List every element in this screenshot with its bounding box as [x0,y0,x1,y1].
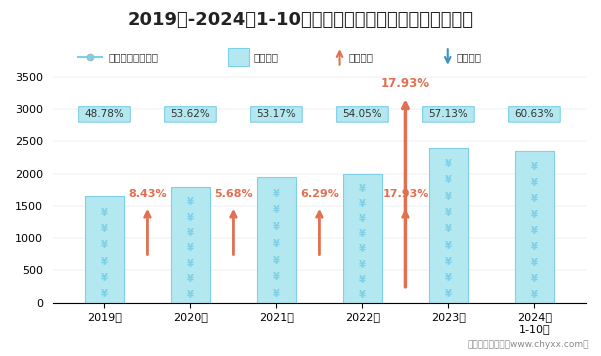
Text: ¥: ¥ [531,242,538,252]
Text: ¥: ¥ [273,272,280,282]
Bar [257,177,296,303]
Text: ¥: ¥ [187,290,194,300]
FancyBboxPatch shape [508,107,560,122]
Text: ¥: ¥ [187,244,194,253]
Text: ¥: ¥ [359,214,366,224]
Text: 累计保费（亿元）: 累计保费（亿元） [108,52,158,62]
Text: ¥: ¥ [359,290,366,300]
FancyBboxPatch shape [423,107,474,122]
Text: ¥: ¥ [359,199,366,209]
Text: ¥: ¥ [359,260,366,269]
Text: ¥: ¥ [445,208,452,218]
Text: 17.93%: 17.93% [382,189,429,199]
Text: 5.68%: 5.68% [214,189,253,199]
Text: ¥: ¥ [101,289,108,299]
FancyBboxPatch shape [165,107,216,122]
Text: ¥: ¥ [445,289,452,299]
Text: ¥: ¥ [187,274,194,284]
Text: 17.93%: 17.93% [381,77,430,90]
Text: ¥: ¥ [359,275,366,285]
Text: ¥: ¥ [273,189,280,199]
Text: 同比减少: 同比减少 [457,52,482,62]
Text: ¥: ¥ [445,257,452,267]
Text: ¥: ¥ [273,256,280,266]
Text: 8.43%: 8.43% [128,189,166,199]
Text: 57.13%: 57.13% [429,109,468,119]
Text: 53.17%: 53.17% [257,109,296,119]
Text: ¥: ¥ [273,239,280,249]
Text: ¥: ¥ [359,184,366,194]
Text: ¥: ¥ [531,194,538,204]
Text: ¥: ¥ [359,229,366,239]
Text: ¥: ¥ [101,224,108,234]
Text: ¥: ¥ [273,289,280,299]
Text: 同比增加: 同比增加 [349,52,374,62]
Text: 寿险占比: 寿险占比 [254,52,279,62]
FancyBboxPatch shape [251,107,302,122]
Bar [171,187,210,303]
Bar [228,48,249,66]
Text: ¥: ¥ [531,226,538,236]
Text: ¥: ¥ [531,289,538,300]
Text: ¥: ¥ [101,240,108,250]
Text: ¥: ¥ [187,213,194,222]
Text: ¥: ¥ [445,224,452,234]
Text: ¥: ¥ [101,257,108,267]
Bar [515,151,554,303]
Text: 53.62%: 53.62% [171,109,210,119]
Text: ¥: ¥ [101,273,108,283]
FancyBboxPatch shape [337,107,388,122]
Text: ¥: ¥ [187,259,194,269]
Text: ¥: ¥ [531,274,538,284]
Text: ¥: ¥ [531,258,538,268]
Text: ¥: ¥ [445,241,452,251]
Bar [343,174,382,303]
Bar [429,148,468,303]
Text: ¥: ¥ [187,197,194,207]
Text: 54.05%: 54.05% [343,109,382,119]
Text: 制图：智研咨询（www.chyxx.com）: 制图：智研咨询（www.chyxx.com） [468,340,589,349]
Text: ¥: ¥ [445,273,452,283]
Text: ¥: ¥ [187,228,194,238]
Text: ¥: ¥ [445,192,452,202]
Text: 60.63%: 60.63% [514,109,554,119]
Bar [85,196,124,303]
Text: ¥: ¥ [273,222,280,232]
Text: ¥: ¥ [359,245,366,255]
FancyBboxPatch shape [79,107,130,122]
Text: 48.78%: 48.78% [85,109,124,119]
Text: ¥: ¥ [273,205,280,215]
Text: ¥: ¥ [531,162,538,172]
Text: 2019年-2024年1-10月上海市累计原保险保费收入统计图: 2019年-2024年1-10月上海市累计原保险保费收入统计图 [127,11,474,29]
Text: ¥: ¥ [531,210,538,220]
Text: ¥: ¥ [445,159,452,169]
Text: ¥: ¥ [101,208,108,218]
Text: ¥: ¥ [445,176,452,185]
Text: ¥: ¥ [531,178,538,188]
Text: 6.29%: 6.29% [300,189,339,199]
